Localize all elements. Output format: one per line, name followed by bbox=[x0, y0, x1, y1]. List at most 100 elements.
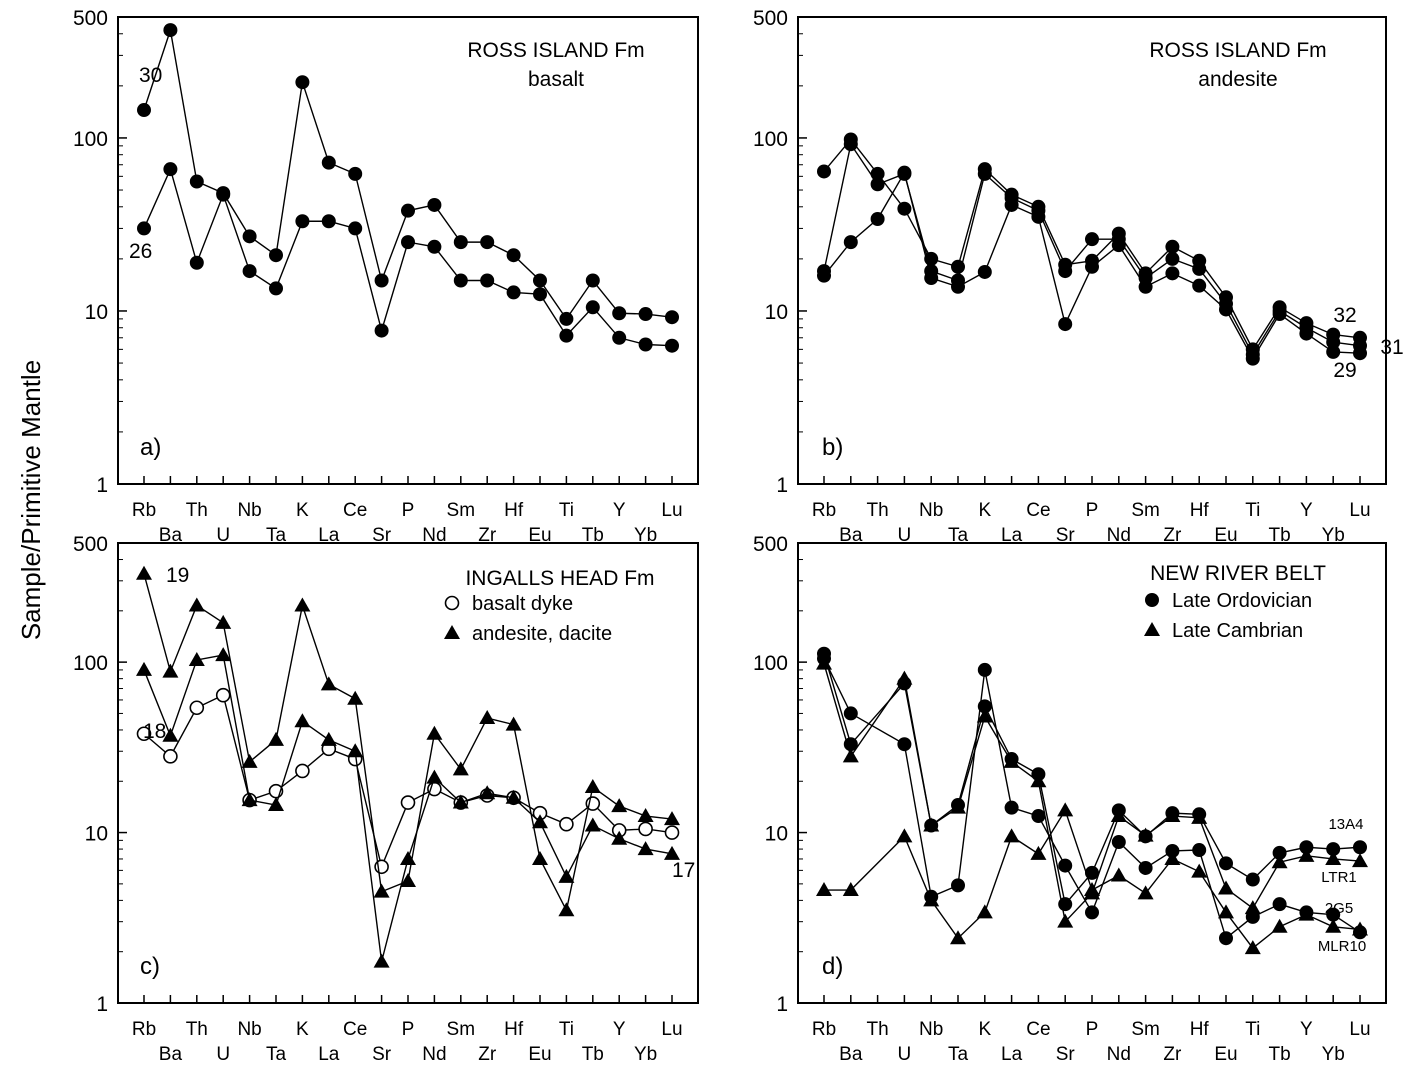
chart-panel: 1 10 100 500 Rb Th Nb K Ce P Sm Hf Ti Y Lu Ba U Ta La Sr Nd Z… bbox=[73, 7, 699, 546]
x-tick-label: Th bbox=[867, 500, 889, 521]
data-point bbox=[347, 743, 364, 758]
data-point bbox=[665, 338, 679, 353]
data-point bbox=[1030, 845, 1047, 860]
data-point bbox=[1219, 302, 1233, 317]
x-tick-label: K bbox=[978, 500, 991, 521]
panel-title: NEW RIVER BELT bbox=[1150, 562, 1326, 585]
x-tick-label: Ce bbox=[1026, 500, 1050, 521]
data-point bbox=[216, 187, 231, 202]
data-point bbox=[1191, 809, 1208, 824]
data-point bbox=[1299, 326, 1314, 341]
panel-label: c) bbox=[140, 953, 160, 980]
chart-panel: 1 10 100 500 Rb Th Nb K Ce P Sm Hf Ti Y Lu Ba U Ta La Sr Nd Z… bbox=[753, 7, 1404, 546]
data-point bbox=[585, 300, 600, 315]
data-point bbox=[1219, 931, 1233, 946]
data-point bbox=[896, 670, 913, 685]
data-point bbox=[559, 328, 574, 343]
y-tick-label: 1 bbox=[96, 993, 108, 1016]
series-line bbox=[823, 663, 1361, 924]
data-point bbox=[374, 323, 389, 338]
data-series bbox=[136, 565, 680, 917]
x-tick-label: Ba bbox=[839, 1044, 863, 1065]
x-tick-label: Lu bbox=[661, 1019, 682, 1040]
x-tick-label: Rb bbox=[812, 500, 836, 521]
data-point bbox=[163, 162, 178, 177]
data-point bbox=[1165, 251, 1180, 266]
x-tick-label: Nd bbox=[1107, 1044, 1131, 1065]
data-point bbox=[842, 882, 859, 897]
y-tick-label: 10 bbox=[765, 823, 788, 846]
data-point bbox=[585, 273, 600, 288]
y-tick-label: 10 bbox=[85, 301, 108, 324]
data-point bbox=[951, 259, 965, 274]
data-point bbox=[843, 137, 858, 152]
data-point bbox=[347, 690, 364, 705]
data-point bbox=[189, 700, 205, 716]
data-point bbox=[506, 285, 521, 300]
x-tick-label: Th bbox=[186, 500, 208, 521]
data-point bbox=[242, 264, 257, 279]
data-point bbox=[977, 264, 992, 279]
data-point bbox=[1164, 808, 1181, 823]
data-point bbox=[294, 713, 311, 728]
x-tick-label: Ce bbox=[343, 500, 367, 521]
legend-marker bbox=[1144, 622, 1160, 636]
x-tick-label: Y bbox=[613, 1019, 626, 1040]
data-point bbox=[1352, 921, 1368, 936]
data-point bbox=[638, 307, 653, 322]
x-tick-label: Nb bbox=[237, 1019, 261, 1040]
data-point bbox=[950, 930, 966, 945]
data-point bbox=[1030, 773, 1047, 788]
chart-panels: 1 10 100 500 Rb Th Nb K Ce P Sm Hf Ti Y Lu Ba U Ta La Sr Nd Z… bbox=[73, 7, 1404, 1065]
data-point bbox=[923, 892, 940, 907]
data-point bbox=[295, 214, 310, 229]
data-point bbox=[951, 279, 965, 294]
x-tick-label: P bbox=[1086, 500, 1099, 521]
data-point bbox=[923, 817, 940, 832]
data-point bbox=[532, 814, 548, 829]
data-point bbox=[426, 769, 443, 784]
panel-title: INGALLS HEAD Fm bbox=[465, 567, 654, 590]
x-tick-label: Rb bbox=[132, 500, 156, 521]
y-tick-label: 100 bbox=[753, 128, 788, 151]
x-tick-label: Hf bbox=[1190, 500, 1210, 521]
data-point bbox=[163, 749, 178, 764]
data-point bbox=[533, 287, 547, 302]
x-tick-label: Nd bbox=[422, 525, 446, 546]
data-point bbox=[1299, 840, 1314, 855]
data-point bbox=[505, 716, 522, 731]
x-tick-label: Yb bbox=[634, 1044, 657, 1065]
x-tick-label: Ti bbox=[559, 500, 574, 521]
data-point bbox=[188, 651, 205, 666]
y-tick-label: 1 bbox=[776, 474, 788, 497]
x-tick-label: Ti bbox=[1245, 500, 1260, 521]
data-point bbox=[637, 808, 654, 823]
chart-panel: 1 10 100 500 Rb Th Nb K Ce P Sm Hf Ti Y Lu Ba U Ta La Sr Nd Z… bbox=[73, 533, 699, 1065]
y-tick-label: 1 bbox=[96, 474, 108, 497]
data-point bbox=[977, 166, 992, 181]
x-tick-label: Tb bbox=[582, 525, 604, 546]
data-point bbox=[295, 75, 310, 90]
data-series bbox=[137, 23, 679, 326]
data-point bbox=[1353, 346, 1367, 361]
data-point bbox=[1085, 905, 1099, 920]
x-tick-label: Ta bbox=[948, 525, 969, 546]
y-tick-label: 500 bbox=[753, 7, 788, 30]
x-tick-label: Nb bbox=[237, 500, 261, 521]
data-point bbox=[1164, 850, 1181, 865]
data-point bbox=[452, 794, 469, 809]
y-tick-label: 500 bbox=[73, 7, 108, 30]
data-point bbox=[1245, 351, 1260, 366]
x-tick-label: La bbox=[318, 1044, 340, 1065]
data-point bbox=[843, 706, 858, 721]
data-point bbox=[373, 953, 390, 968]
x-tick-label: Zr bbox=[1163, 525, 1182, 546]
x-tick-label: U bbox=[898, 525, 912, 546]
data-point bbox=[1298, 847, 1315, 862]
x-tick-label: K bbox=[296, 1019, 309, 1040]
x-tick-label: Sm bbox=[447, 500, 476, 521]
data-point bbox=[1138, 860, 1153, 875]
data-point bbox=[1272, 845, 1287, 860]
sample-annotation: 2G5 bbox=[1325, 900, 1353, 917]
